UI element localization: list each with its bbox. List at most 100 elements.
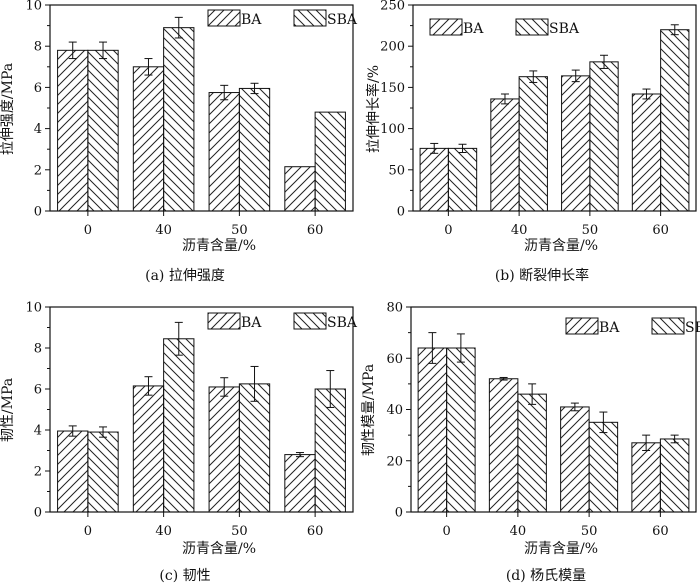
y-tick-label: 2 <box>34 465 42 480</box>
bar-ba-0 <box>57 430 89 513</box>
panel-toughness: 0 2 4 6 8 10 0 40 50 60 BA SBA 沥青含量/% 韧性/MPa (c) 韧性 <box>0 301 358 584</box>
panel-caption: (c) 韧性 <box>159 568 210 584</box>
bar-ba-60 <box>631 442 661 513</box>
bar-ba-40 <box>132 66 165 212</box>
panel-elongation-at-break: 0 50 100 150 200 250 0 40 50 60 BA SBA 沥青含量/% 拉伸伸长率… <box>365 0 697 284</box>
y-tick-label: 80 <box>386 301 403 316</box>
x-tick-label: 50 <box>231 223 248 238</box>
legend-swatch-sba <box>293 312 327 330</box>
bar-ba-50 <box>560 406 590 513</box>
error-bar-ba-50 <box>571 69 580 83</box>
bar-ba-60 <box>284 454 316 513</box>
panel-caption: (d) 杨氏模量 <box>506 568 586 584</box>
legend-swatch-ba <box>429 18 463 36</box>
error-bar-ba-40 <box>144 376 153 396</box>
x-axis-label: 沥青含量/% <box>524 541 598 557</box>
error-bar-sba-0 <box>99 41 108 60</box>
bar-sba-60 <box>314 111 346 212</box>
bar-sba-50 <box>589 61 619 212</box>
bar-ba-0 <box>417 347 448 513</box>
y-tick-label: 10 <box>25 0 42 14</box>
y-tick-label: 8 <box>34 40 42 55</box>
bar-ba-60 <box>284 166 316 212</box>
legend: BA SBA <box>207 9 358 28</box>
legend-swatch-ba <box>565 317 599 335</box>
legend-swatch-ba <box>207 9 241 27</box>
x-tick-label: 0 <box>84 223 92 238</box>
legend-swatch-sba <box>651 317 685 335</box>
y-tick-label: 20 <box>386 454 403 469</box>
y-axis-label: 韧性模量/MPa <box>361 364 377 456</box>
bar-sba-40 <box>163 338 195 513</box>
x-tick-label: 40 <box>511 223 528 238</box>
bar-sba-40 <box>518 76 548 212</box>
y-tick-label: 0 <box>397 205 405 220</box>
y-tick-label: 0 <box>34 205 42 220</box>
x-tick-label: 40 <box>155 223 172 238</box>
legend-label-sba: SBA <box>327 12 358 28</box>
x-tick-label: 50 <box>231 524 248 539</box>
y-tick-label: 100 <box>380 122 405 137</box>
bar-sba-50 <box>588 421 619 513</box>
legend: BA SBA <box>207 312 358 331</box>
x-axis-label: 沥青含量/% <box>524 238 598 254</box>
x-tick-label: 60 <box>307 223 324 238</box>
error-bar-ba-40 <box>144 58 153 76</box>
error-bar-ba-0 <box>68 425 77 437</box>
x-tick-label: 0 <box>444 223 452 238</box>
error-bar-sba-60 <box>670 24 679 36</box>
y-tick-label: 6 <box>34 383 42 398</box>
error-bar-sba-40 <box>174 321 183 356</box>
bar-sba-0 <box>87 49 119 212</box>
legend-label-ba: BA <box>241 315 262 331</box>
y-tick-label: 200 <box>380 40 405 55</box>
y-tick-label: 0 <box>395 506 403 521</box>
bar-ba-40 <box>488 378 519 513</box>
legend-label-ba: BA <box>241 12 262 28</box>
bar-sba-0 <box>87 431 119 513</box>
bar-sba-50 <box>238 87 271 212</box>
x-tick-label: 0 <box>442 524 450 539</box>
error-bar-ba-60 <box>295 452 304 458</box>
x-tick-label: 50 <box>582 223 599 238</box>
bar-ba-40 <box>490 98 520 212</box>
plot-area: 0 2 4 6 8 10 0 40 50 60 BA SBA <box>25 301 357 540</box>
error-bar-sba-50 <box>250 82 259 95</box>
bar-sba-50 <box>238 383 271 513</box>
bar-ba-50 <box>208 92 240 212</box>
y-axis-label: 拉伸伸长率/% <box>365 65 382 153</box>
panel-youngs-modulus: 0 20 40 60 80 0 40 50 60 BA SBA 沥青含量/% 韧性模量/MPa (d… <box>361 301 700 584</box>
bar-ba-0 <box>419 147 449 212</box>
legend-label-ba: BA <box>463 21 484 37</box>
x-tick-label: 60 <box>652 524 669 539</box>
error-bar-ba-40 <box>499 376 508 381</box>
y-tick-label: 10 <box>25 301 42 316</box>
y-tick-label: 50 <box>388 163 405 178</box>
error-bar-ba-0 <box>428 332 437 364</box>
error-bar-ba-50 <box>220 377 229 397</box>
x-tick-label: 50 <box>581 524 598 539</box>
error-bar-sba-40 <box>529 70 538 83</box>
y-axis-label: 韧性/MPa <box>0 378 16 442</box>
x-tick-label: 0 <box>84 524 92 539</box>
bar-sba-0 <box>447 147 478 212</box>
legend-label-sba: SBA <box>685 320 700 336</box>
error-bar-sba-0 <box>456 333 465 363</box>
x-tick-label: 40 <box>155 524 172 539</box>
error-bar-ba-0 <box>68 41 77 60</box>
bar-ba-50 <box>208 386 240 513</box>
error-bar-ba-50 <box>570 402 579 412</box>
bar-sba-60 <box>659 438 690 513</box>
panel-caption: (a) 拉伸强度 <box>145 268 225 284</box>
plot-area: 0 50 100 150 200 250 0 40 50 60 BA SBA <box>380 0 697 238</box>
bar-sba-60 <box>314 388 346 513</box>
legend-swatch-sba <box>515 18 549 36</box>
bar-sba-40 <box>163 27 195 212</box>
y-tick-label: 0 <box>34 506 42 521</box>
error-bar-sba-50 <box>600 54 609 69</box>
legend-swatch-ba <box>207 312 241 330</box>
y-tick-label: 2 <box>34 163 42 178</box>
y-tick-label: 6 <box>34 81 42 96</box>
error-bar-sba-40 <box>174 16 183 39</box>
